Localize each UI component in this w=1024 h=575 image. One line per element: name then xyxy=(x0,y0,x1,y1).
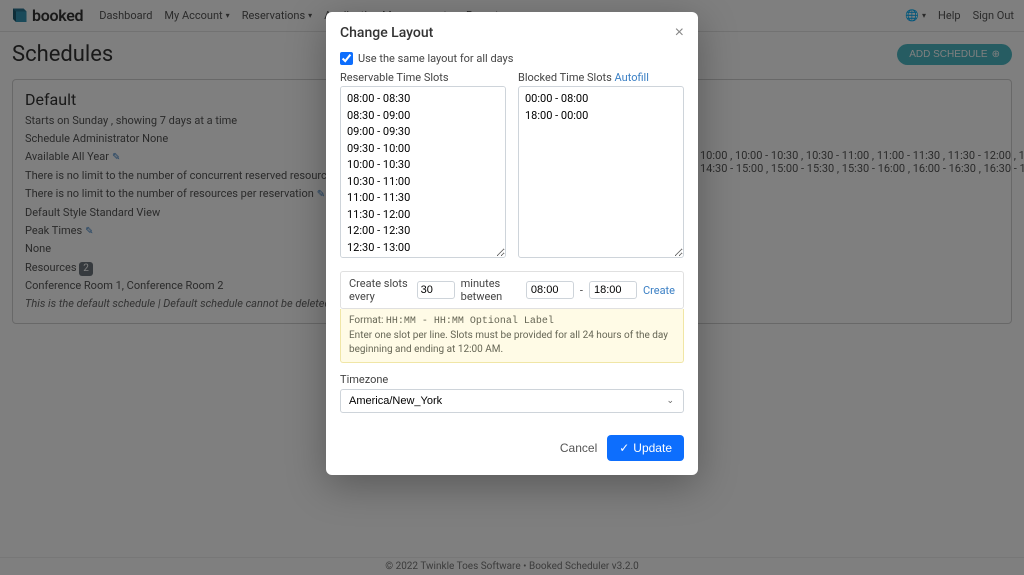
use-same-checkbox-row[interactable]: Use the same layout for all days xyxy=(340,52,684,65)
slot-columns: Reservable Time Slots Blocked Time Slots… xyxy=(340,71,684,261)
modal-body: Use the same layout for all days Reserva… xyxy=(326,52,698,425)
create-slots-row: Create slots every minutes between - Cre… xyxy=(340,271,684,309)
interval-input[interactable] xyxy=(417,281,455,299)
check-icon: ✓ xyxy=(619,441,629,455)
close-icon: × xyxy=(675,24,684,41)
timezone-label: Timezone xyxy=(340,373,684,386)
create-link[interactable]: Create xyxy=(643,284,675,297)
change-layout-modal: Change Layout × Use the same layout for … xyxy=(326,12,698,475)
autofill-link[interactable]: Autofill xyxy=(615,71,649,84)
blocked-textarea[interactable] xyxy=(518,86,684,258)
reservable-label: Reservable Time Slots xyxy=(340,71,506,84)
cancel-button[interactable]: Cancel xyxy=(560,441,597,455)
reservable-column: Reservable Time Slots xyxy=(340,71,506,261)
modal-title: Change Layout xyxy=(340,25,433,41)
reservable-textarea[interactable] xyxy=(340,86,506,258)
modal-footer: Cancel ✓ Update xyxy=(326,425,698,475)
timezone-wrap: America/New_York ⌄ xyxy=(340,389,684,413)
time-end-input[interactable] xyxy=(589,281,637,299)
update-button[interactable]: ✓ Update xyxy=(607,435,684,461)
close-button[interactable]: × xyxy=(675,24,684,42)
timezone-select[interactable]: America/New_York xyxy=(340,389,684,413)
format-note: Format: HH:MM - HH:MM Optional Label Ent… xyxy=(340,309,684,363)
time-start-input[interactable] xyxy=(526,281,574,299)
blocked-label: Blocked Time Slots Autofill xyxy=(518,71,684,84)
use-same-checkbox[interactable] xyxy=(340,52,353,65)
modal-header: Change Layout × xyxy=(326,12,698,52)
blocked-column: Blocked Time Slots Autofill xyxy=(518,71,684,261)
